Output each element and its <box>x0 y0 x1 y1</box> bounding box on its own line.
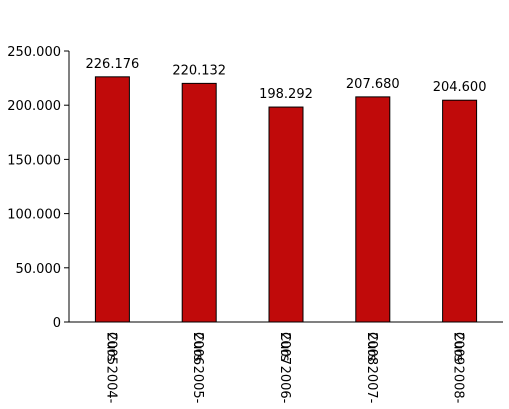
x-category-label: Curs 2008-2009 <box>451 332 466 404</box>
bar <box>442 99 478 323</box>
x-category-label-line: 2009 <box>451 332 466 365</box>
x-category-label: Curs 2007-2008 <box>364 332 379 404</box>
data-label: 207.680 <box>346 77 400 92</box>
y-axis: 0 50.000 100.000 150.000 200.000 250.000 <box>7 45 70 331</box>
x-category-label: Curs 2004-2005 <box>103 332 118 404</box>
bar <box>268 106 304 323</box>
x-category-label-line: 2006 <box>190 332 205 365</box>
y-tick-label: 200.000 <box>7 99 61 114</box>
data-label: 220.132 <box>172 63 226 78</box>
x-category-label-line: 2007 <box>277 332 292 365</box>
data-label: 204.600 <box>433 80 487 95</box>
y-tick-label: 100.000 <box>7 208 61 223</box>
x-category-label-line: 2008 <box>364 332 379 365</box>
data-labels: 226.176 220.132 198.292 207.680 204.600 <box>86 57 487 102</box>
y-tick-label: 50.000 <box>16 262 62 277</box>
x-category-label-line: Curs 2004- <box>103 332 118 404</box>
x-category-label-line: Curs 2008- <box>451 332 466 404</box>
x-axis: Curs 2004-2005 Curs 2005-2006 Curs 2006-20… <box>69 321 503 404</box>
data-label: 226.176 <box>86 57 140 72</box>
x-category-label-line: Curs 2006- <box>277 332 292 404</box>
x-category-label: Curs 2006-2007 <box>277 332 292 404</box>
bar <box>181 82 217 323</box>
y-tick-label: 250.000 <box>7 45 61 60</box>
x-category-label-line: Curs 2007- <box>364 332 379 404</box>
x-category-label-line: Curs 2005- <box>190 332 205 404</box>
x-category-label-line: 2005 <box>103 332 118 365</box>
x-category-label: Curs 2005-2006 <box>190 332 205 404</box>
bars <box>94 76 478 323</box>
bar <box>94 76 130 323</box>
bar <box>355 96 391 323</box>
y-tick-label: 150.000 <box>7 153 61 168</box>
y-tick-label: 0 <box>53 316 61 331</box>
data-label: 198.292 <box>259 87 313 102</box>
